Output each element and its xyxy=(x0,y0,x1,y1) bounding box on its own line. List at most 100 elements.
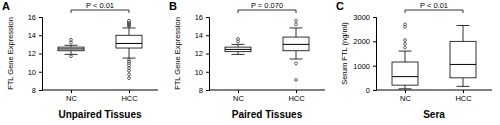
outlier xyxy=(128,20,131,23)
tick-label: 14 xyxy=(195,31,203,40)
whisker-cap-low xyxy=(457,86,470,87)
outlier xyxy=(128,73,131,76)
x-axis-title: Paired Tissues xyxy=(232,109,303,120)
whisker-low xyxy=(71,51,72,55)
box-plot xyxy=(58,38,84,57)
panel: 810121416NCHCCAFTL Gene ExpressionUnpair… xyxy=(2,0,158,120)
tick-mark xyxy=(373,41,376,42)
tick-label: 1000 xyxy=(353,62,370,71)
median xyxy=(116,43,142,44)
y-tick: 0 xyxy=(366,86,376,95)
y-tick: 10 xyxy=(28,68,42,77)
tick-label: HCC xyxy=(288,94,305,103)
outlier xyxy=(295,62,298,65)
tick-label: 10 xyxy=(195,68,203,77)
box xyxy=(450,41,476,77)
tick-label: 10 xyxy=(28,68,36,77)
boxes xyxy=(392,23,476,89)
tick-label: 14 xyxy=(28,31,36,40)
x-axis-line xyxy=(42,90,158,91)
whisker-low xyxy=(296,51,297,59)
whisker-low xyxy=(463,78,464,87)
outlier xyxy=(404,39,407,42)
tick-mark xyxy=(129,90,130,93)
y-axis-title: Serum FTL (ng/ml) xyxy=(340,22,349,85)
x-axis: NCHCC xyxy=(42,90,158,103)
y-tick: 2000 xyxy=(353,37,376,46)
annotation: P < 0.01 xyxy=(86,1,114,10)
tick-mark xyxy=(206,72,209,73)
x-axis-title: Sera xyxy=(423,109,445,120)
tick-mark xyxy=(206,54,209,55)
y-axis: 0 1000 2000 3000 xyxy=(353,13,376,95)
tick-mark xyxy=(405,90,406,93)
outlier xyxy=(237,38,240,41)
x-tick: NC xyxy=(233,90,244,103)
tick-label: 12 xyxy=(28,49,36,58)
outlier xyxy=(70,41,73,44)
y-tick: 14 xyxy=(28,31,42,40)
whisker-cap-high xyxy=(232,44,245,45)
x-axis: NCHCC xyxy=(376,90,492,103)
y-tick: 12 xyxy=(195,49,209,58)
outlier xyxy=(237,40,240,43)
box-plot xyxy=(116,19,142,79)
annotation: P < 0.01 xyxy=(420,1,448,10)
x-tick: HCC xyxy=(455,90,472,103)
tick-mark xyxy=(463,90,464,93)
y-tick: 10 xyxy=(195,68,209,77)
tick-mark xyxy=(39,72,42,73)
tick-label: 8 xyxy=(32,86,36,95)
panel-label: B xyxy=(169,0,177,12)
y-axis: 810121416 xyxy=(28,13,43,95)
y-tick: 8 xyxy=(199,86,209,95)
y-tick: 12 xyxy=(28,49,42,58)
median xyxy=(58,48,84,49)
box xyxy=(392,62,418,85)
y-tick: 3000 xyxy=(353,13,376,22)
x-tick: HCC xyxy=(288,90,305,103)
y-axis-line xyxy=(373,18,377,91)
tick-mark xyxy=(373,17,376,18)
tick-mark xyxy=(206,90,209,91)
box-plot xyxy=(450,26,476,87)
outlier xyxy=(128,69,131,72)
whisker-cap-high xyxy=(457,25,470,26)
y-axis-title: FTL Gene Expression xyxy=(6,17,15,90)
outlier xyxy=(404,42,407,45)
panel: 0100020003000NCHCCCSerum FTL (ng/ml)Sera… xyxy=(336,0,492,120)
whisker-high xyxy=(129,28,130,35)
whisker-high xyxy=(238,44,239,47)
whisker-high xyxy=(463,26,464,42)
tick-label: 16 xyxy=(195,13,203,22)
outlier xyxy=(128,67,131,70)
boxes xyxy=(225,19,309,81)
tick-label: 0 xyxy=(366,86,370,95)
median xyxy=(225,49,251,50)
whisker-cap-low xyxy=(232,54,245,55)
y-axis: 8 10 12 14 16 xyxy=(195,13,210,95)
x-axis-line xyxy=(209,90,325,91)
figure: 810121416NCHCCAFTL Gene ExpressionUnpair… xyxy=(0,0,500,125)
box xyxy=(58,47,84,51)
outlier xyxy=(295,23,298,26)
outlier xyxy=(70,38,73,41)
outlier xyxy=(295,79,298,82)
significance-bracket xyxy=(238,10,296,13)
median xyxy=(392,76,418,77)
y-tick: 8 xyxy=(32,86,42,95)
tick-mark xyxy=(206,35,209,36)
x-axis-title: Unpaired Tissues xyxy=(58,109,142,120)
tick-mark xyxy=(296,90,297,93)
panel-label: A xyxy=(2,0,10,12)
outlier xyxy=(128,64,131,67)
whisker-cap-high xyxy=(399,51,412,52)
y-axis-line xyxy=(206,18,210,91)
tick-label: 8 xyxy=(199,86,203,95)
y-axis-line xyxy=(39,18,43,91)
outlier xyxy=(404,23,407,26)
tick-mark xyxy=(373,90,376,91)
tick-label: NC xyxy=(233,94,244,103)
tick-label: 2000 xyxy=(353,37,370,46)
tick-mark xyxy=(238,90,239,93)
